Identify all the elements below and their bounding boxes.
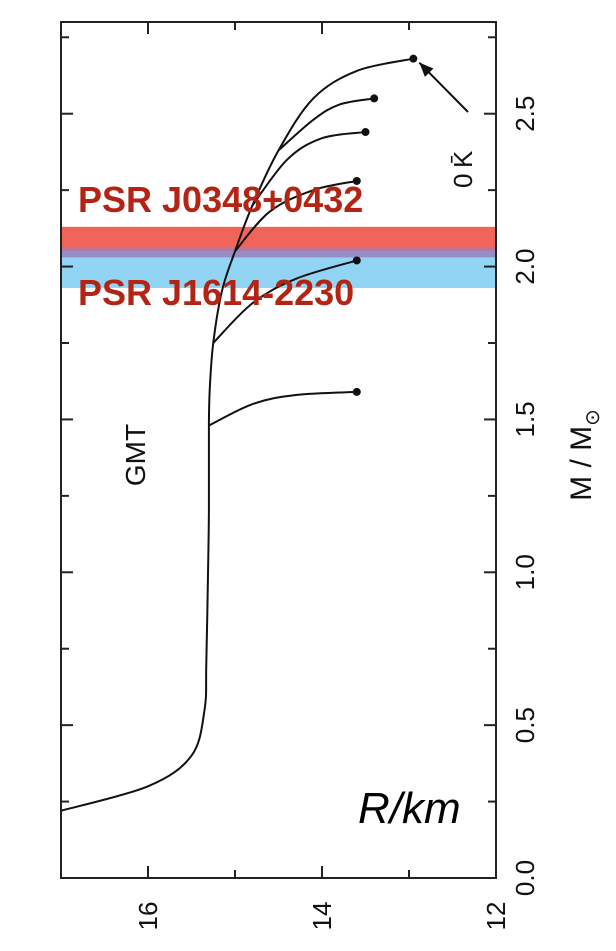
branch-curve bbox=[234, 179, 358, 252]
mass-tick-label: 2.0 bbox=[510, 248, 540, 284]
mass-tick-label: 0.0 bbox=[510, 860, 540, 896]
mass-axis-label: M / M⊙ bbox=[565, 409, 604, 501]
branch-curve bbox=[212, 259, 358, 344]
endpoint-group bbox=[352, 54, 418, 396]
plot-frame bbox=[60, 21, 497, 879]
band-label-psr-j0348: PSR J0348+0432 bbox=[78, 179, 363, 220]
axis-ticks: 0.0 0.5 1.0 1.5 2.0 2.5 16 14 12 bbox=[61, 22, 540, 930]
mass-tick-label-group: 2.5 bbox=[510, 96, 540, 132]
mass-tick-label: 1.5 bbox=[510, 401, 540, 437]
band-overlap bbox=[61, 248, 496, 258]
branch-curve bbox=[277, 97, 375, 152]
mass-tick-label-group: 1.0 bbox=[510, 554, 540, 590]
radius-tick-label: 12 bbox=[481, 902, 511, 931]
mass-tick-label: 1.0 bbox=[510, 554, 540, 590]
radius-axis-label: R/km bbox=[358, 784, 461, 833]
band-psr-j0348 bbox=[61, 226, 496, 252]
curve-endpoint bbox=[361, 128, 370, 137]
radius-tick-label-group: 14 bbox=[307, 902, 337, 931]
branch-curve bbox=[251, 131, 366, 207]
radius-tick-label-group: 16 bbox=[133, 902, 163, 931]
mass-tick-label: 0.5 bbox=[510, 707, 540, 743]
mass-tick-label-group: 0.5 bbox=[510, 707, 540, 743]
curve-endpoint bbox=[352, 387, 361, 396]
mass-tick-label-group: 2.0 bbox=[510, 248, 540, 284]
mass-tick-label: 2.5 bbox=[510, 96, 540, 132]
curve-endpoint bbox=[409, 54, 418, 63]
annotation-partial-text: 0 bbox=[448, 174, 478, 188]
radius-tick-label-group: 12 bbox=[481, 902, 511, 931]
curve-group bbox=[60, 57, 414, 812]
band-label-psr-j1614: PSR J1614-2230 bbox=[78, 272, 354, 313]
annotation-arrowhead bbox=[419, 62, 434, 77]
branch-curve bbox=[208, 390, 357, 427]
annotation-k-bar: K̄ bbox=[448, 150, 478, 168]
radius-tick-label: 16 bbox=[133, 902, 163, 931]
curve-endpoint bbox=[352, 256, 361, 265]
mass-tick-label-group: 0.0 bbox=[510, 860, 540, 896]
mass-tick-label-group: 1.5 bbox=[510, 401, 540, 437]
radius-tick-label: 14 bbox=[307, 902, 337, 931]
mass-axis-label-subscript: ⊙ bbox=[582, 409, 604, 426]
frame-label: GMT bbox=[120, 424, 151, 486]
mass-axis-label-main: M / M bbox=[565, 426, 598, 501]
curve-endpoint bbox=[352, 176, 361, 185]
curve-endpoint bbox=[370, 94, 379, 103]
main-branch-curve bbox=[60, 57, 414, 812]
